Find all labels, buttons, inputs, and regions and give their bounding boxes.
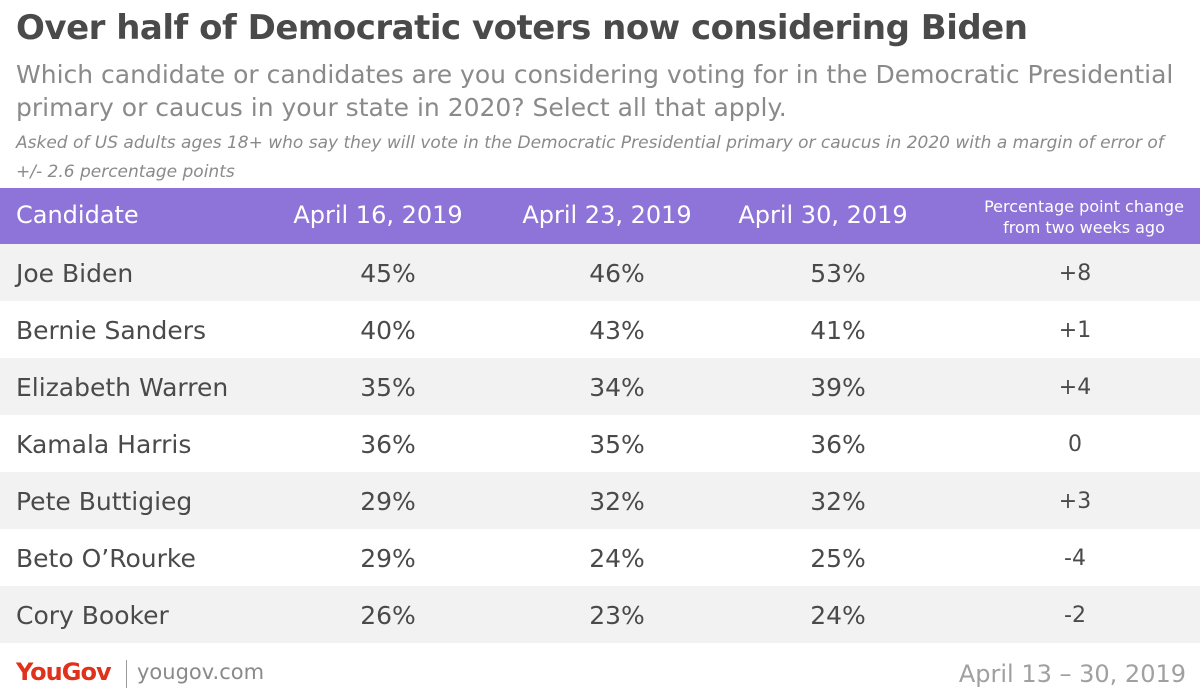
table-row: Bernie Sanders 40% 43% 41% +1: [0, 301, 1200, 358]
column-header-change: Percentage point change from two weeks a…: [984, 197, 1184, 237]
footer-divider: [126, 660, 127, 688]
column-header-candidate: Candidate: [16, 201, 139, 229]
yougov-logo: YouGov: [16, 658, 112, 686]
value-april-16: 29%: [360, 487, 416, 516]
chart-note: Asked of US adults ages 18+ who say they…: [16, 133, 1164, 182]
value-change: +3: [1058, 489, 1092, 514]
column-header-april-30: April 30, 2019: [738, 201, 908, 229]
value-change: -4: [1064, 546, 1086, 571]
table-row: Joe Biden 45% 46% 53% +8: [0, 244, 1200, 301]
value-april-16: 45%: [360, 259, 416, 288]
site-url: yougov.com: [137, 660, 265, 684]
candidate-name: Elizabeth Warren: [16, 373, 229, 402]
value-april-30: 39%: [810, 373, 866, 402]
table-header: Candidate April 16, 2019 April 23, 2019 …: [0, 188, 1200, 244]
column-header-april-23: April 23, 2019: [522, 201, 692, 229]
value-april-30: 25%: [810, 544, 866, 573]
table-row: Elizabeth Warren 35% 34% 39% +4: [0, 358, 1200, 415]
value-april-16: 26%: [360, 601, 416, 630]
value-april-16: 29%: [360, 544, 416, 573]
candidate-name: Bernie Sanders: [16, 316, 207, 345]
chart-subtitle: Which candidate or candidates are you co…: [16, 60, 1174, 122]
candidate-name: Joe Biden: [16, 259, 134, 288]
chart-title: Over half of Democratic voters now consi…: [16, 8, 1028, 48]
table-row: Cory Booker 26% 23% 24% -2: [0, 586, 1200, 643]
value-april-23: 35%: [589, 430, 645, 459]
value-change: +4: [1058, 375, 1092, 400]
value-april-23: 46%: [589, 259, 645, 288]
column-header-april-16: April 16, 2019: [293, 201, 463, 229]
footer: YouGov yougov.com April 13 – 30, 2019: [0, 648, 1200, 697]
value-april-30: 41%: [810, 316, 866, 345]
candidate-name: Beto O’Rourke: [16, 544, 196, 573]
value-change: +1: [1058, 318, 1092, 343]
table-row: Beto O’Rourke 29% 24% 25% -4: [0, 529, 1200, 586]
table-row: Kamala Harris 36% 35% 36% 0: [0, 415, 1200, 472]
value-change: +8: [1058, 261, 1092, 286]
value-april-16: 36%: [360, 430, 416, 459]
date-range: April 13 – 30, 2019: [958, 660, 1186, 688]
value-april-23: 24%: [589, 544, 645, 573]
value-april-16: 40%: [360, 316, 416, 345]
value-april-23: 43%: [589, 316, 645, 345]
candidate-name: Kamala Harris: [16, 430, 192, 459]
candidate-name: Pete Buttigieg: [16, 487, 193, 516]
results-table: Candidate April 16, 2019 April 23, 2019 …: [0, 188, 1200, 643]
value-april-23: 32%: [589, 487, 645, 516]
value-change: -2: [1064, 603, 1086, 628]
value-april-23: 34%: [589, 373, 645, 402]
candidate-name: Cory Booker: [16, 601, 169, 630]
value-change: 0: [1068, 432, 1082, 457]
value-april-16: 35%: [360, 373, 416, 402]
value-april-30: 32%: [810, 487, 866, 516]
value-april-23: 23%: [589, 601, 645, 630]
value-april-30: 53%: [810, 259, 866, 288]
value-april-30: 36%: [810, 430, 866, 459]
table-body: Joe Biden 45% 46% 53% +8 Bernie Sanders 40% 43%…: [0, 244, 1200, 643]
table-row: Pete Buttigieg 29% 32% 32% +3: [0, 472, 1200, 529]
value-april-30: 24%: [810, 601, 866, 630]
